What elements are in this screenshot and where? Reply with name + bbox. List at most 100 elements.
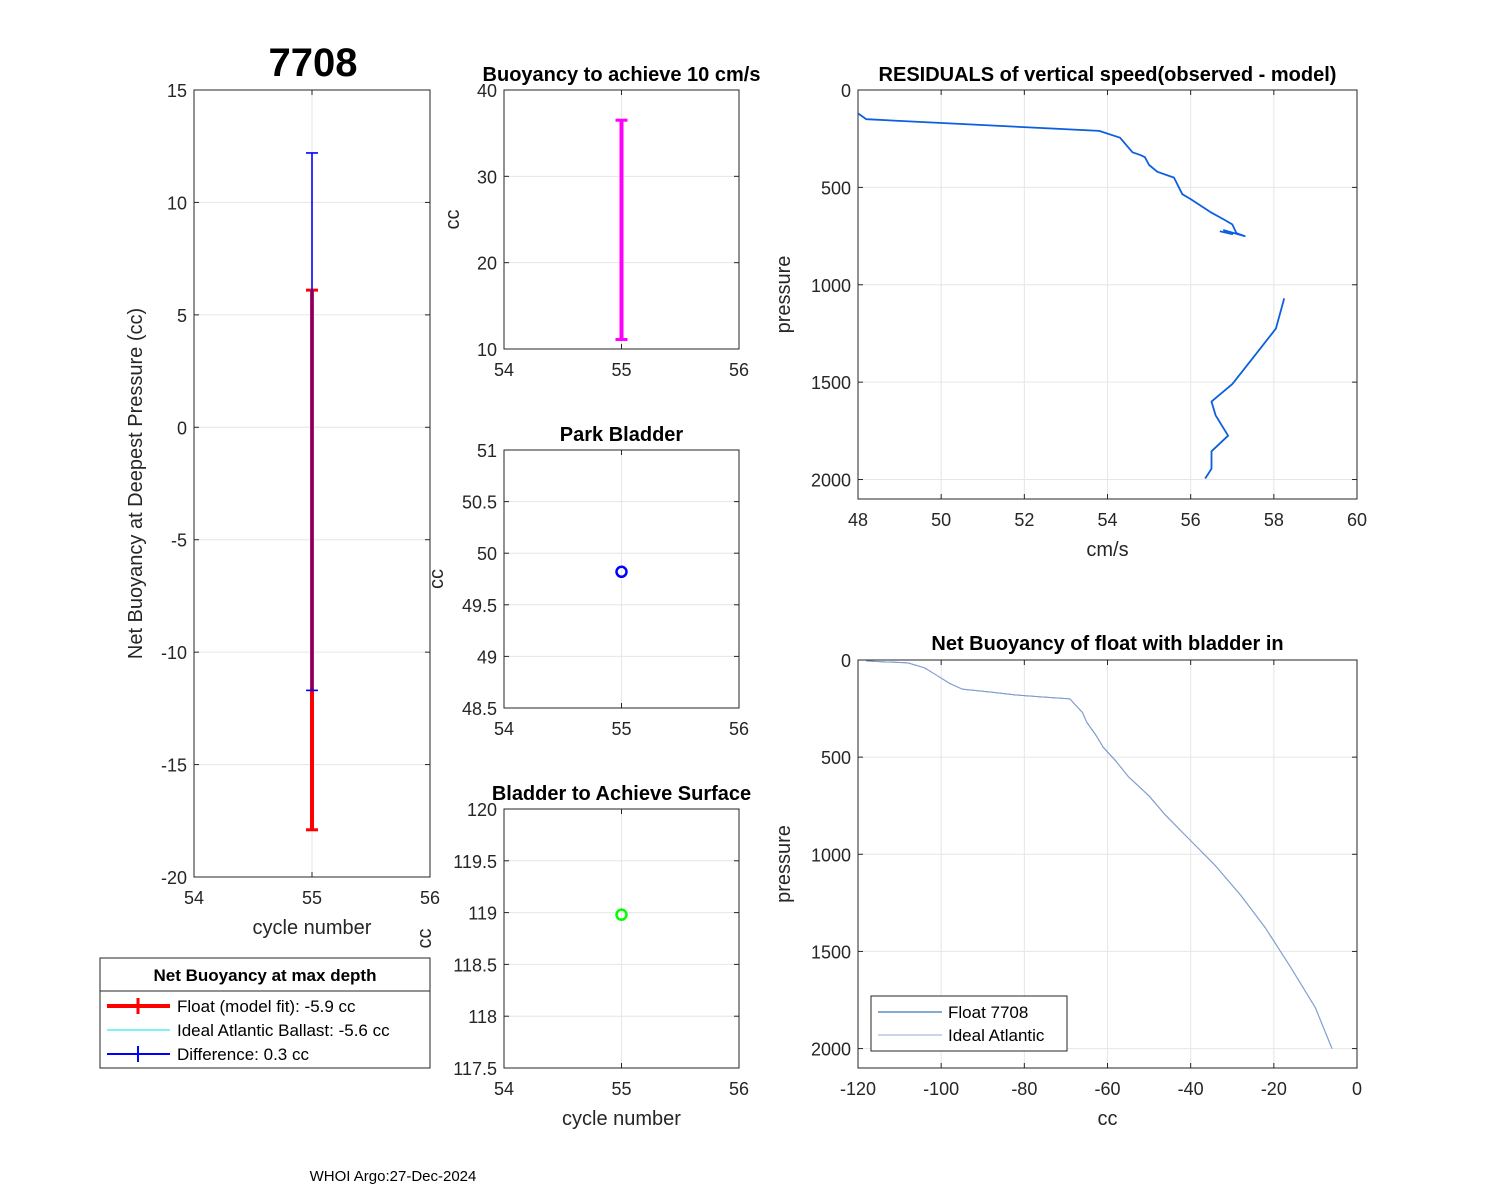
x-tick-label: 54 bbox=[184, 888, 204, 908]
x-tick-label: 54 bbox=[494, 360, 514, 380]
y-tick-label: 20 bbox=[477, 254, 497, 274]
y-tick-label: 5 bbox=[177, 306, 187, 326]
y-tick-label: 40 bbox=[477, 81, 497, 101]
plot-frame bbox=[857, 89, 1358, 500]
legend-box bbox=[99, 957, 431, 1069]
x-tick-label: -100 bbox=[923, 1079, 959, 1099]
y-tick-label: 0 bbox=[841, 651, 851, 671]
y-axis-label: Net Buoyancy at Deepest Pressure (cc) bbox=[125, 308, 147, 659]
y-tick-label: 1000 bbox=[811, 845, 851, 865]
y-tick-label: 48.5 bbox=[462, 699, 497, 719]
x-tick-label: 48 bbox=[848, 510, 868, 530]
series-line-upper bbox=[857, 112, 1246, 238]
y-tick-label: 119.5 bbox=[453, 852, 497, 872]
x-tick-label: 56 bbox=[729, 719, 749, 739]
footer-credit: WHOI Argo:27-Dec-2024 bbox=[310, 1168, 477, 1185]
y-tick-label: 118 bbox=[468, 1007, 497, 1027]
y-tick-label: 118.5 bbox=[453, 955, 497, 975]
y-axis-label: cc bbox=[414, 929, 436, 949]
panel-residuals: 48 50 52 54 56 58 60 0 500 1000 1500 2000 RESIDUALS … bbox=[773, 64, 1367, 561]
plot-title: RESIDUALS of vertical speed(observed - m… bbox=[879, 64, 1337, 86]
legend-label-ideal-atlantic: Ideal Atlantic bbox=[948, 1026, 1045, 1045]
x-tick-label: 55 bbox=[611, 719, 631, 739]
legend-net-buoyancy: Net Buoyancy at max depth Float (model f… bbox=[99, 957, 431, 1069]
x-tick-label: 54 bbox=[1097, 510, 1117, 530]
panel-net-buoyancy: 54 55 56 15 10 5 0 -5 -10 -15 -20 cycle number Net B… bbox=[125, 81, 440, 939]
x-tick-label: 56 bbox=[420, 888, 440, 908]
x-tick-label: 55 bbox=[611, 360, 631, 380]
y-axis-label: cc bbox=[426, 569, 448, 589]
y-tick-label: 500 bbox=[821, 748, 851, 768]
x-tick-label: 54 bbox=[494, 1079, 514, 1099]
y-tick-label: -20 bbox=[161, 868, 187, 888]
series-line-lower bbox=[1204, 298, 1286, 479]
y-tick-label: 120 bbox=[467, 800, 497, 820]
panel-bladder-surface: 54 55 56 120 119.5 119 118.5 118 117.5 Bladder to… bbox=[414, 783, 751, 1130]
legend-bladder-in: Float 7708 Ideal Atlantic bbox=[870, 995, 1068, 1052]
x-tick-label: -40 bbox=[1178, 1079, 1204, 1099]
legend-label-float: Float (model fit): -5.9 cc bbox=[177, 997, 356, 1016]
y-tick-label: 49 bbox=[477, 647, 497, 667]
x-tick-label: 56 bbox=[729, 360, 749, 380]
y-tick-label: 10 bbox=[477, 340, 497, 360]
y-axis-label: cc bbox=[442, 210, 464, 230]
plot-title: Bladder to Achieve Surface bbox=[492, 783, 751, 805]
plot-frame bbox=[503, 808, 740, 1069]
y-tick-label: 119 bbox=[468, 904, 497, 924]
x-tick-label: -120 bbox=[840, 1079, 876, 1099]
x-axis-label: cycle number bbox=[562, 1108, 681, 1130]
y-tick-label: 49.5 bbox=[462, 596, 497, 616]
legend-label-difference: Difference: 0.3 cc bbox=[177, 1045, 309, 1064]
legend-title: Net Buoyancy at max depth bbox=[154, 966, 377, 985]
panel-net-buoyancy-bladder-in: -120 -100 -80 -60 -40 -20 0 0 500 1000 1500 2000 Net… bbox=[773, 633, 1362, 1130]
x-tick-label: 58 bbox=[1264, 510, 1284, 530]
legend-item-float: Float (model fit): -5.9 cc bbox=[107, 997, 356, 1016]
x-tick-label: 54 bbox=[494, 719, 514, 739]
y-tick-label: 30 bbox=[477, 167, 497, 187]
x-tick-label: 56 bbox=[729, 1079, 749, 1099]
y-tick-label: 50.5 bbox=[462, 493, 497, 513]
y-tick-label: -15 bbox=[161, 756, 187, 776]
x-tick-label: 0 bbox=[1352, 1079, 1362, 1099]
plot-frame bbox=[503, 89, 740, 350]
y-tick-label: 10 bbox=[167, 193, 187, 213]
panel-park-bladder: 54 55 56 51 50.5 50 49.5 49 48.5 Park Bladder cc bbox=[426, 424, 749, 739]
y-tick-label: 0 bbox=[177, 418, 187, 438]
x-tick-label: -80 bbox=[1011, 1079, 1037, 1099]
y-tick-label: 0 bbox=[841, 81, 851, 101]
y-tick-label: 500 bbox=[821, 178, 851, 198]
data-point bbox=[615, 908, 628, 921]
y-tick-label: 1500 bbox=[811, 373, 851, 393]
y-axis-label: pressure bbox=[773, 825, 795, 903]
x-tick-label: 60 bbox=[1347, 510, 1367, 530]
x-tick-label: 55 bbox=[611, 1079, 631, 1099]
x-tick-label: 56 bbox=[1181, 510, 1201, 530]
y-tick-label: 117.5 bbox=[453, 1059, 497, 1079]
data-point bbox=[615, 565, 628, 579]
y-tick-label: 15 bbox=[167, 81, 187, 101]
x-tick-label: -20 bbox=[1261, 1079, 1287, 1099]
plot-frame bbox=[193, 89, 431, 878]
legend-item-difference: Difference: 0.3 cc bbox=[107, 1045, 309, 1064]
y-tick-label: 50 bbox=[477, 544, 497, 564]
plot-frame bbox=[857, 659, 1358, 1069]
figure-title: 7708 bbox=[269, 41, 358, 85]
panel-buoyancy-10cms: 54 55 56 40 30 20 10 Buoyancy to achieve 10 cm/… bbox=[442, 64, 760, 380]
x-tick-label: 52 bbox=[1014, 510, 1034, 530]
legend-label-ideal: Ideal Atlantic Ballast: -5.6 cc bbox=[177, 1021, 390, 1040]
plot-frame bbox=[503, 449, 740, 709]
y-tick-label: -10 bbox=[161, 643, 187, 663]
plot-title: Buoyancy to achieve 10 cm/s bbox=[483, 64, 761, 86]
y-tick-label: -5 bbox=[171, 531, 187, 551]
x-axis-label: cycle number bbox=[253, 917, 372, 939]
y-tick-label: 1500 bbox=[811, 942, 851, 962]
y-tick-label: 51 bbox=[477, 441, 497, 461]
x-tick-label: 50 bbox=[931, 510, 951, 530]
x-tick-label: 55 bbox=[302, 888, 322, 908]
y-tick-label: 2000 bbox=[811, 471, 851, 491]
x-axis-label: cc bbox=[1098, 1108, 1118, 1130]
y-tick-label: 2000 bbox=[811, 1040, 851, 1060]
x-axis-label: cm/s bbox=[1086, 539, 1128, 561]
legend-item-ideal: Ideal Atlantic Ballast: -5.6 cc bbox=[107, 1021, 390, 1040]
